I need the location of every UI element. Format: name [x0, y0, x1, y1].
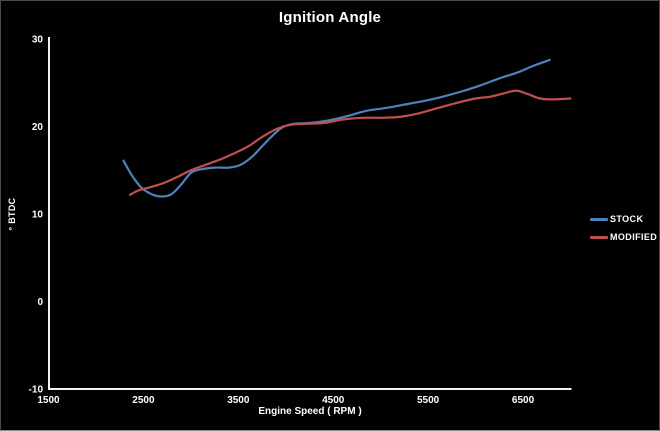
legend-item-modified: MODIFIED	[590, 232, 657, 242]
x-tick-label: 5500	[417, 395, 440, 406]
series-line-stock	[122, 58, 551, 198]
legend-line-swatch	[590, 217, 608, 221]
x-tick-label: 6500	[512, 395, 535, 406]
y-tick-label: -10	[29, 385, 44, 396]
y-tick-label: 20	[32, 122, 44, 133]
legend-label: STOCK	[610, 214, 644, 224]
series-line-modified	[129, 89, 572, 196]
legend-label: MODIFIED	[610, 232, 658, 242]
x-tick-label: 3500	[227, 395, 250, 406]
chart-title: Ignition Angle	[278, 9, 382, 26]
x-tick-label: 1500	[37, 395, 60, 406]
x-tick-label: 2500	[132, 395, 155, 406]
legend-line-swatch	[590, 235, 608, 239]
legend: STOCK MODIFIED	[590, 214, 657, 250]
y-tick-label: 30	[32, 35, 44, 46]
y-tick-label: 0	[37, 297, 43, 308]
legend-item-stock: STOCK	[590, 214, 657, 224]
x-tick-label: 4500	[322, 395, 345, 406]
x-axis-label: Engine Speed ( RPM )	[258, 406, 362, 417]
y-tick-label: 10	[32, 210, 44, 221]
